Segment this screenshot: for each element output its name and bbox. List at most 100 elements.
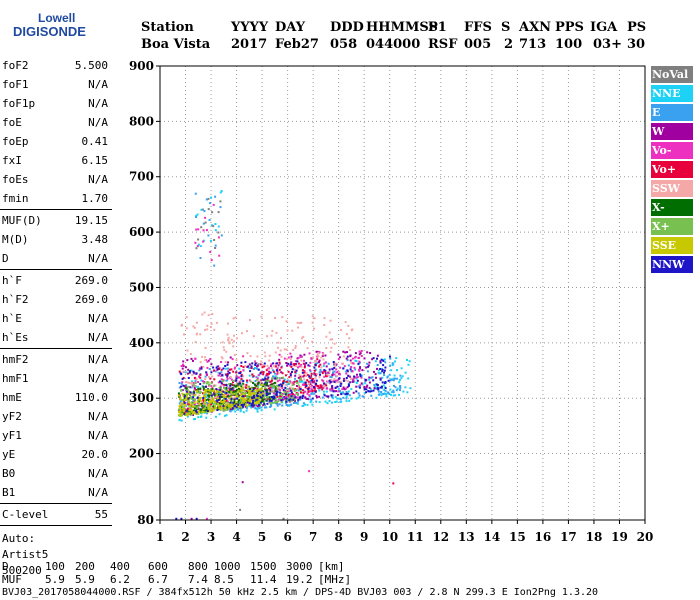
echo-point-vo: [310, 372, 313, 375]
echo-point-sse: [215, 390, 218, 392]
echo-point-ssw: [226, 333, 229, 336]
param-value: N/A: [88, 252, 108, 265]
footer-row-label: D: [2, 560, 9, 573]
footer-row-value: 1500: [250, 560, 277, 573]
echo-point-sse: [258, 397, 261, 400]
echo-point-w: [219, 372, 221, 375]
echo-point-nne: [184, 405, 187, 407]
echo-point-e: [342, 396, 345, 399]
echo-point-e: [278, 403, 281, 406]
echo-point-w: [181, 367, 184, 370]
echo-point-w: [285, 362, 288, 364]
echo-point-e: [394, 377, 396, 380]
echo-point-x: [228, 391, 230, 394]
echo-point-ssw: [227, 336, 230, 339]
spread-f-point: [213, 264, 216, 267]
echo-point-w: [358, 353, 361, 356]
logo-text-lowell: Lowell: [38, 11, 76, 25]
echo-point-vo: [308, 394, 311, 397]
echo-points: [175, 190, 412, 520]
echo-point-w: [181, 389, 184, 392]
echo-point-nnw: [252, 399, 255, 402]
spread-f-point: [220, 190, 223, 192]
echo-point-nnw: [314, 382, 317, 385]
echo-point-vo: [299, 375, 302, 378]
echo-point-sse: [251, 387, 254, 390]
echo-point-x: [283, 390, 285, 393]
echo-point-ssw: [248, 319, 251, 321]
echo-point-nnw: [333, 380, 336, 383]
echo-point-w: [303, 353, 306, 356]
echo-point-e: [389, 357, 392, 360]
echo-point-nne: [355, 360, 358, 362]
echo-point-x: [193, 398, 196, 401]
echo-point-x: [263, 401, 265, 404]
footer-row-value: 11.4: [250, 573, 277, 586]
echo-point-x: [201, 405, 203, 408]
echo-point-e: [366, 362, 369, 365]
echo-point-w: [325, 365, 328, 368]
echo-point-nnw: [212, 366, 215, 369]
echo-point-x: [255, 379, 258, 382]
echo-point-ssw: [222, 346, 225, 349]
echo-point-ssw: [277, 371, 280, 374]
echo-point-e: [390, 378, 393, 381]
echo-point-x: [289, 395, 291, 398]
echo-point-nne: [238, 367, 241, 370]
echo-point-nne: [355, 397, 358, 400]
param-label: C-level: [2, 508, 49, 521]
echo-point-nne: [296, 402, 299, 405]
echo-point-nne: [398, 393, 400, 396]
echo-point-ssw: [195, 321, 198, 324]
param-row: B1 N/A: [2, 485, 108, 501]
echo-point-sse: [244, 400, 247, 402]
echo-point-vo: [265, 369, 268, 372]
echo-point-ssw: [351, 328, 354, 331]
param-value: N/A: [88, 353, 108, 366]
echo-point-ssw: [313, 317, 316, 320]
echo-point-x: [254, 383, 257, 386]
echo-point-e: [198, 369, 201, 372]
echo-point-ssw: [300, 359, 303, 362]
echo-point-ssw: [303, 378, 306, 381]
echo-point-vo: [310, 387, 313, 390]
echo-point-nnw: [305, 362, 308, 365]
echo-point-ssw: [256, 355, 259, 358]
echo-point-vo: [232, 370, 235, 373]
echo-point-sse: [227, 403, 229, 405]
echo-point-nnw: [271, 395, 274, 398]
echo-point-nnw: [216, 368, 219, 371]
echo-point-w: [201, 402, 204, 405]
spread-f-point: [205, 198, 208, 201]
echo-point-x: [205, 409, 208, 412]
echo-point-x: [205, 399, 208, 402]
echo-point-w: [296, 385, 298, 387]
echo-point-nnw: [291, 370, 293, 373]
echo-point-nnw: [232, 401, 235, 404]
echo-point-nne: [377, 369, 380, 372]
echo-point-vo: [313, 387, 316, 390]
header-label: HHMMSS: [366, 20, 438, 35]
echo-point-nnw: [327, 395, 329, 398]
echo-point-e: [319, 368, 322, 371]
echo-point-vo: [351, 357, 354, 360]
echo-point-nne: [318, 389, 321, 392]
echo-point-sse: [233, 403, 236, 406]
echo-point-sse: [210, 400, 213, 403]
echo-point-sse: [241, 396, 244, 399]
echo-point-x: [267, 379, 270, 382]
echo-point-sse: [193, 412, 196, 415]
echo-point-e: [380, 391, 383, 394]
echo-point-w: [343, 377, 346, 380]
param-row: h`Es N/A: [2, 330, 108, 346]
param-value: N/A: [88, 410, 108, 423]
param-value: N/A: [88, 173, 108, 186]
echo-point-vo: [199, 373, 202, 376]
echo-point-ssw: [225, 350, 228, 353]
logo-text-digisonde: DIGISONDE: [13, 24, 86, 39]
echo-point-nnw: [240, 404, 243, 407]
echo-point-sse: [259, 388, 262, 391]
station-header: Station YYYY DAY DDD HHMMSS P1 FFS S AXN PPS IGA PS…: [0, 20, 700, 56]
echo-point-ssw: [180, 324, 183, 327]
echo-point-ssw: [227, 322, 229, 325]
